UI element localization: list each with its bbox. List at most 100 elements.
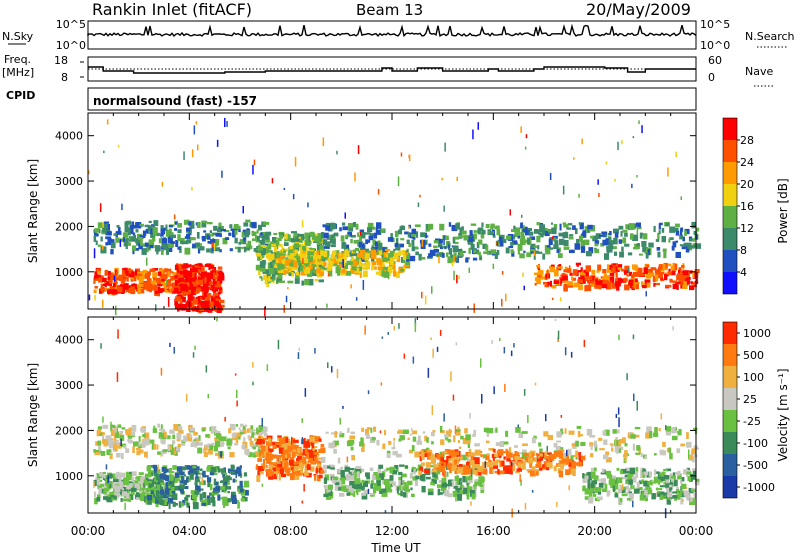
data-cell xyxy=(621,246,624,252)
colorbar-tick-label: 100 xyxy=(743,371,764,384)
data-cell xyxy=(594,248,600,254)
data-cell xyxy=(671,267,677,272)
data-cell xyxy=(234,373,237,376)
data-cell xyxy=(226,121,228,127)
data-cell xyxy=(134,480,139,486)
data-cell xyxy=(622,437,626,444)
data-cell xyxy=(211,493,214,499)
data-cell xyxy=(406,239,410,244)
data-cell xyxy=(284,234,288,240)
data-cell xyxy=(364,325,366,335)
data-cell xyxy=(578,193,580,198)
data-cell xyxy=(601,468,605,473)
data-cell xyxy=(331,432,336,435)
data-cell xyxy=(187,277,193,282)
data-cell xyxy=(480,358,482,368)
data-cell xyxy=(279,468,284,476)
data-cell xyxy=(426,437,429,443)
data-cell xyxy=(347,427,350,433)
data-cell xyxy=(266,469,272,477)
data-cell xyxy=(398,429,403,434)
data-cell xyxy=(181,477,184,484)
data-cell xyxy=(403,252,409,255)
data-cell xyxy=(151,443,154,450)
data-cell xyxy=(211,426,217,433)
data-cell xyxy=(272,445,277,449)
data-cell xyxy=(693,454,698,458)
data-cell xyxy=(626,498,632,501)
data-cell xyxy=(431,252,436,257)
data-cell xyxy=(659,472,663,479)
data-cell xyxy=(406,253,410,260)
data-cell xyxy=(544,227,548,231)
data-cell xyxy=(235,479,238,483)
data-cell xyxy=(251,443,257,449)
data-cell xyxy=(447,242,451,247)
data-cell xyxy=(371,474,377,481)
data-cell xyxy=(568,265,571,269)
data-cell xyxy=(411,233,416,237)
data-cell xyxy=(160,225,164,229)
colorbar-tick-label: 500 xyxy=(743,349,764,362)
data-cell xyxy=(645,273,652,279)
data-cell xyxy=(408,226,410,229)
data-cell xyxy=(234,237,238,244)
data-cell xyxy=(366,476,371,480)
data-cell xyxy=(625,467,631,473)
data-cell xyxy=(453,270,455,281)
data-cell xyxy=(322,239,328,246)
data-cell xyxy=(321,255,324,260)
data-cell xyxy=(349,439,355,445)
data-cell xyxy=(669,452,673,460)
data-cell xyxy=(548,238,553,245)
data-cell xyxy=(695,481,700,486)
data-cell xyxy=(596,270,600,273)
data-cell xyxy=(657,232,660,240)
data-cell xyxy=(190,490,197,495)
data-cell xyxy=(262,271,267,274)
data-cell xyxy=(617,141,619,151)
data-cell xyxy=(139,490,143,494)
data-cell xyxy=(577,431,581,437)
data-cell xyxy=(393,441,395,449)
data-cell xyxy=(194,482,198,486)
data-cell xyxy=(117,286,123,293)
data-cell xyxy=(499,470,505,475)
data-cell xyxy=(195,242,200,247)
data-cell xyxy=(689,497,693,502)
data-cell xyxy=(124,227,130,233)
data-cell xyxy=(451,480,455,483)
data-cell xyxy=(618,448,622,453)
data-cell xyxy=(354,470,356,479)
data-cell xyxy=(672,495,678,499)
data-cell xyxy=(324,474,330,481)
data-cell xyxy=(198,488,204,491)
data-cell xyxy=(350,446,354,451)
data-cell xyxy=(567,285,574,288)
data-cell xyxy=(125,288,131,293)
data-cell xyxy=(117,226,121,233)
data-cell xyxy=(112,289,118,295)
data-cell xyxy=(229,224,233,229)
data-cell xyxy=(518,431,524,439)
data-cell xyxy=(691,489,697,492)
data-cell xyxy=(318,279,324,283)
data-cell xyxy=(575,455,578,460)
data-cell xyxy=(495,225,500,230)
y-tick-label: 2000 xyxy=(55,424,83,437)
data-cell xyxy=(307,254,312,262)
data-cell xyxy=(453,435,456,443)
data-cell xyxy=(388,440,392,445)
data-cell xyxy=(303,265,306,270)
data-cell xyxy=(624,456,627,462)
data-cell xyxy=(361,233,364,238)
data-cell xyxy=(424,435,427,442)
data-cell xyxy=(215,466,220,470)
data-cell xyxy=(444,490,450,497)
data-cell xyxy=(456,429,461,432)
data-cell xyxy=(222,472,228,476)
data-cell xyxy=(107,494,110,499)
data-cell xyxy=(692,456,695,463)
data-cell xyxy=(123,482,126,485)
data-cell xyxy=(524,503,527,510)
